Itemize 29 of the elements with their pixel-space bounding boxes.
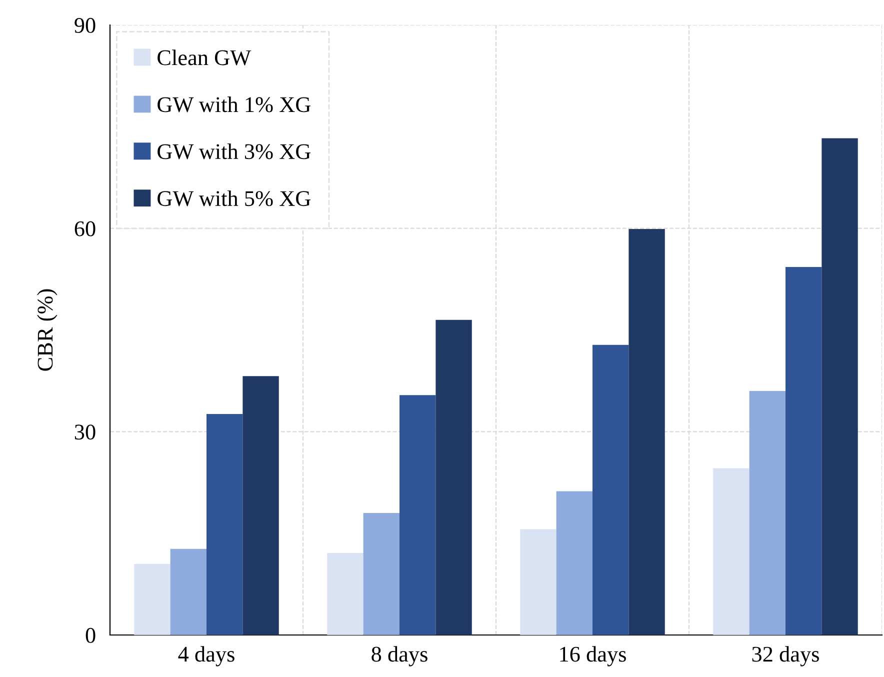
bar: [400, 395, 436, 635]
bar: [363, 513, 400, 635]
bar: [749, 391, 786, 635]
legend-label: GW with 1% XG: [158, 96, 310, 112]
y-axis-title: CBR (%): [37, 289, 58, 371]
bar: [206, 414, 243, 635]
y-tick-label: 0: [86, 628, 96, 643]
y-tick-label: 30: [74, 424, 96, 440]
bar: [327, 552, 364, 635]
y-tick-label: 60: [74, 221, 96, 236]
y-tick-label: 90: [74, 18, 96, 33]
bar: [592, 344, 629, 635]
x-tick-label: 32 days: [752, 646, 819, 666]
legend-label: GW with 3% XG: [158, 143, 310, 160]
legend-label: Clean GW: [158, 50, 252, 66]
x-tick-label: 8 days: [372, 646, 428, 666]
bar: [713, 468, 750, 635]
bar: [134, 564, 170, 635]
bar: [556, 491, 592, 635]
bar: [436, 320, 472, 635]
bar: [822, 138, 858, 635]
bar: [786, 266, 822, 635]
bar: [520, 529, 556, 635]
bar: [170, 548, 206, 635]
legend-label: GW with 5% XG: [158, 190, 310, 206]
bar: [242, 376, 279, 635]
x-tick-label: 16 days: [560, 646, 626, 666]
x-tick-label: 4 days: [178, 646, 234, 666]
bar: [628, 229, 665, 635]
